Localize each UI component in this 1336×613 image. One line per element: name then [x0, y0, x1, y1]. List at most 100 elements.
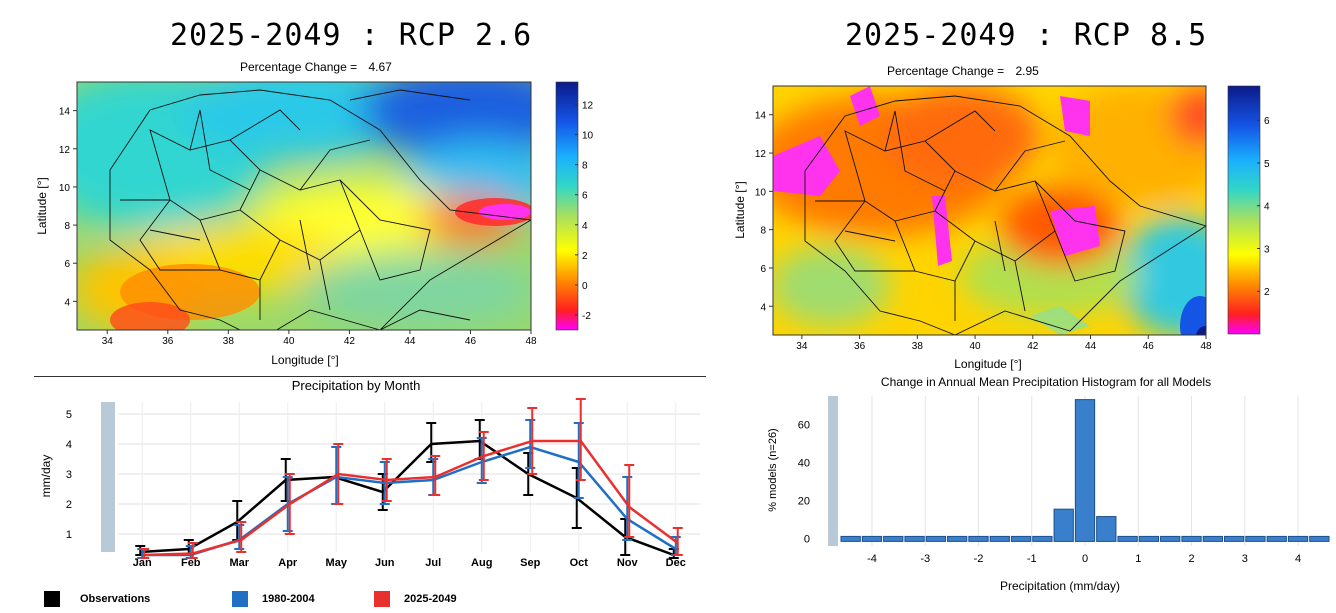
map1-colorbar-tick-label: 8	[582, 161, 588, 172]
hist-x-ticks: -4 -3 -2 -1 0 1 2 3 4	[867, 553, 1301, 565]
map1-xlabel: Longitude [°]	[271, 353, 339, 367]
map1-y-tick-label: 8	[64, 221, 70, 232]
hist-bar	[1096, 516, 1117, 542]
map1-colorbar-tick-label: 0	[582, 281, 588, 292]
line-chart-series	[135, 398, 683, 559]
map2-y-tick-label: 4	[760, 302, 766, 313]
map1-y-tick-label: 4	[64, 297, 70, 308]
hist-y-tick-label: 0	[804, 533, 810, 545]
hist-bar	[947, 535, 968, 542]
map2-x-tick-label: 38	[912, 341, 924, 352]
map2-plot-frame	[772, 85, 1207, 336]
map1-colorbar-tick-label: 6	[582, 191, 588, 202]
map2-y-ticks: 4 6 8 10 12 14	[755, 111, 773, 313]
line-series-2025-2049	[139, 398, 683, 559]
map1-colorbar-ticks: -2 0 2 4 6 8 10 12	[575, 101, 594, 322]
map2-colorbar	[1227, 85, 1261, 335]
line-chart-x-ticks: Jan Feb Mar Apr May Jun Jul Aug Sep Oct Nov Dec	[133, 557, 686, 569]
legend-swatch	[232, 591, 248, 607]
map2-colorbar-tick-label: 3	[1264, 244, 1270, 255]
map1-x-tick-label: 48	[525, 336, 537, 347]
map1-plot-frame	[76, 81, 532, 331]
map1-field	[77, 82, 531, 330]
line-series-observations	[135, 419, 679, 559]
map2-y-tick-label: 8	[760, 226, 766, 237]
map1-x-tick-label: 42	[344, 336, 356, 347]
hist-bar	[968, 535, 989, 542]
hist-xlabel: Precipitation (mm/day)	[1000, 579, 1120, 593]
map1-y-tick-label: 6	[64, 259, 70, 270]
map1-subtitle: Percentage Change = 4.67	[240, 60, 392, 74]
map1-colorbar-tick-label: 4	[582, 221, 588, 232]
hist-bar	[1074, 399, 1096, 542]
map2-subtitle: Percentage Change = 2.95	[887, 64, 1039, 78]
precip-by-month-chart: Precipitation by Month 1 2 3 4 5 Jan Feb Mar Ap…	[39, 378, 700, 569]
map1-x-tick-label: 34	[102, 336, 114, 347]
map2-y-tick-label: 12	[755, 149, 767, 160]
line-chart-title: Precipitation by Month	[292, 378, 421, 393]
hist-bar	[1160, 535, 1181, 542]
map1-y-ticks: 4 6 8 10 12 14	[59, 107, 77, 308]
line-chart-y-tick-label: 2	[66, 499, 72, 511]
map1-x-ticks: 34 36 38 40 42 44 46 48	[102, 330, 537, 347]
line-chart-y-tick-label: 4	[66, 439, 72, 451]
hist-x-tick-label: -2	[974, 553, 984, 565]
hist-bars	[840, 399, 1330, 542]
line-chart-x-tick-label: Feb	[181, 557, 201, 569]
line-chart-y-tick-label: 1	[66, 529, 72, 541]
hist-y-ticks: 0 20 40 60	[798, 419, 810, 545]
map2-x-tick-label: 48	[1200, 341, 1212, 352]
map2-colorbar-tick-label: 5	[1264, 159, 1270, 170]
hist-x-tick-label: 3	[1242, 553, 1248, 565]
legend-label: 1980-2004	[262, 593, 315, 605]
map1-y-tick-label: 10	[59, 183, 71, 194]
hist-x-tick-label: -4	[867, 553, 877, 565]
map2-colorbar-tick-label: 4	[1264, 202, 1270, 213]
hist-left-band	[828, 396, 838, 546]
hist-bar	[883, 535, 904, 542]
legend-item-1980-2004: 1980-2004	[232, 591, 374, 607]
map1-subtitle-label: Percentage Change =	[240, 60, 358, 74]
hist-y-tick-label: 40	[798, 457, 810, 469]
legend-swatch	[374, 591, 390, 607]
hist-y-tick-label: 20	[798, 495, 810, 507]
map1-subtitle-value: 4.67	[368, 60, 392, 74]
legend-item-2025-2049: 2025-2049	[374, 591, 457, 607]
map1-colorbar-tick-label: 12	[582, 101, 594, 112]
hist-bar	[925, 535, 947, 542]
map2-subtitle-label: Percentage Change =	[887, 64, 1005, 78]
line-series-1980-2004	[137, 419, 681, 559]
hist-bar	[1138, 535, 1160, 542]
map1-x-tick-label: 46	[465, 336, 477, 347]
map2-x-tick-label: 36	[854, 341, 866, 352]
hist-x-tick-label: 2	[1188, 553, 1194, 565]
line-chart-x-tick-label: May	[326, 557, 348, 569]
legend-swatch	[44, 591, 60, 607]
series-legend: Observations 1980-2004 2025-2049	[44, 591, 457, 607]
hist-bar	[840, 535, 861, 542]
hist-bar	[1223, 535, 1245, 542]
map2-title: 2025-2049 : RCP 8.5	[845, 18, 1208, 53]
series-line	[144, 439, 679, 557]
map2-x-tick-label: 40	[970, 341, 982, 352]
line-chart-ylabel: mm/day	[39, 455, 53, 498]
hist-bar	[1309, 535, 1330, 542]
legend-item-observations: Observations	[44, 591, 232, 607]
map1-colorbar	[555, 81, 579, 331]
hist-bar	[989, 535, 1010, 542]
line-chart-x-tick-label: Jun	[375, 557, 395, 569]
precip-histogram-chart: Change in Annual Mean Precipitation Hist…	[767, 375, 1330, 593]
map1-colorbar-tick-label: 2	[582, 251, 588, 262]
hist-bar	[1202, 535, 1223, 542]
line-chart-x-tick-label: Jul	[425, 557, 441, 569]
map1-title: 2025-2049 : RCP 2.6	[170, 18, 533, 53]
line-chart-x-tick-label: Oct	[570, 557, 589, 569]
hist-bar	[1053, 508, 1074, 542]
series-line	[140, 439, 675, 557]
line-chart-left-band	[101, 402, 115, 552]
hist-x-tick-label: 4	[1295, 553, 1301, 565]
line-chart-x-tick-label: Aug	[471, 557, 492, 569]
line-chart-x-tick-label: Apr	[278, 557, 298, 569]
